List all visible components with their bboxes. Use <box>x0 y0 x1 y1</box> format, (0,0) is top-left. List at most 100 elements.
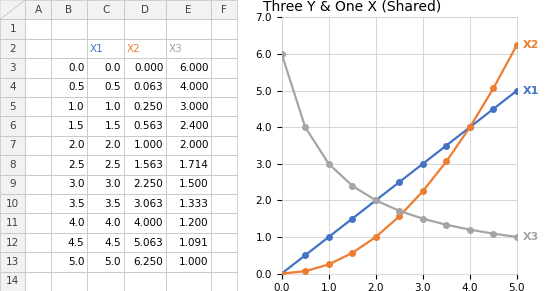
Bar <box>211 272 237 291</box>
Bar <box>51 272 88 291</box>
Text: X1: X1 <box>522 86 539 96</box>
Bar <box>0 78 25 97</box>
Text: 1.714: 1.714 <box>178 160 208 170</box>
Bar <box>25 194 51 213</box>
Text: X2: X2 <box>522 40 539 50</box>
Bar <box>25 97 51 116</box>
Bar <box>166 136 211 155</box>
Bar <box>166 213 211 233</box>
Bar <box>166 78 211 97</box>
Bar <box>124 252 166 272</box>
Bar <box>88 19 124 39</box>
Bar <box>166 194 211 213</box>
Text: 4.5: 4.5 <box>68 237 84 248</box>
Text: 2.5: 2.5 <box>68 160 84 170</box>
Bar <box>211 155 237 175</box>
Bar <box>88 194 124 213</box>
Text: F: F <box>221 5 227 15</box>
Text: 1.200: 1.200 <box>179 218 208 228</box>
Bar <box>88 175 124 194</box>
Bar <box>25 19 51 39</box>
Bar <box>51 0 88 19</box>
Bar <box>51 19 88 39</box>
Text: 5: 5 <box>9 102 16 112</box>
Bar <box>124 0 166 19</box>
Bar <box>124 136 166 155</box>
Text: 1.091: 1.091 <box>179 237 208 248</box>
Text: X2: X2 <box>127 43 141 54</box>
Bar <box>0 97 25 116</box>
Bar <box>51 116 88 136</box>
Text: 1.000: 1.000 <box>179 257 208 267</box>
Bar <box>0 39 25 58</box>
Text: B: B <box>66 5 73 15</box>
Bar <box>124 39 166 58</box>
Bar <box>211 116 237 136</box>
Bar <box>88 233 124 252</box>
Bar <box>124 58 166 78</box>
Bar <box>0 19 25 39</box>
Text: 2.400: 2.400 <box>179 121 208 131</box>
Text: 10: 10 <box>6 199 19 209</box>
Bar <box>0 116 25 136</box>
Bar <box>211 194 237 213</box>
Text: 3.5: 3.5 <box>68 199 84 209</box>
Bar <box>0 58 25 78</box>
Bar <box>124 19 166 39</box>
Text: 3: 3 <box>9 63 16 73</box>
Text: 0.563: 0.563 <box>133 121 164 131</box>
Bar <box>166 39 211 58</box>
Bar <box>25 252 51 272</box>
Text: 4.0: 4.0 <box>68 218 84 228</box>
Text: 4.000: 4.000 <box>179 82 208 92</box>
Bar <box>211 19 237 39</box>
Bar <box>211 39 237 58</box>
Bar <box>124 233 166 252</box>
Text: 0.5: 0.5 <box>104 82 121 92</box>
Text: 1: 1 <box>9 24 16 34</box>
Bar <box>88 213 124 233</box>
Bar <box>51 39 88 58</box>
Text: 1.563: 1.563 <box>133 160 164 170</box>
Text: 4: 4 <box>9 82 16 92</box>
Bar <box>124 78 166 97</box>
Bar <box>25 233 51 252</box>
Bar <box>124 272 166 291</box>
Text: 4.000: 4.000 <box>134 218 164 228</box>
Text: 9: 9 <box>9 179 16 189</box>
Bar <box>211 233 237 252</box>
Bar <box>51 213 88 233</box>
Text: 3.5: 3.5 <box>104 199 121 209</box>
Bar <box>0 213 25 233</box>
Text: D: D <box>141 5 149 15</box>
Text: 0.063: 0.063 <box>134 82 164 92</box>
Bar <box>166 19 211 39</box>
Text: 0.0: 0.0 <box>105 63 121 73</box>
Text: 13: 13 <box>6 257 19 267</box>
Bar <box>25 136 51 155</box>
Text: 1.5: 1.5 <box>68 121 84 131</box>
Bar <box>51 175 88 194</box>
Bar <box>124 116 166 136</box>
Text: E: E <box>185 5 192 15</box>
Bar <box>88 272 124 291</box>
Text: 0.000: 0.000 <box>134 63 164 73</box>
Text: C: C <box>102 5 109 15</box>
Text: 5.063: 5.063 <box>133 237 164 248</box>
Bar <box>166 272 211 291</box>
Bar <box>0 175 25 194</box>
Polygon shape <box>0 0 25 19</box>
Text: 1.333: 1.333 <box>178 199 208 209</box>
Bar <box>166 97 211 116</box>
Bar <box>0 155 25 175</box>
Text: 4.5: 4.5 <box>104 237 121 248</box>
Text: 0.250: 0.250 <box>134 102 164 112</box>
Bar <box>0 0 25 19</box>
Bar <box>25 58 51 78</box>
Text: 1.0: 1.0 <box>104 102 121 112</box>
Bar <box>51 194 88 213</box>
Bar <box>124 194 166 213</box>
Bar <box>124 175 166 194</box>
Text: 7: 7 <box>9 141 16 150</box>
Text: X3: X3 <box>522 232 539 242</box>
